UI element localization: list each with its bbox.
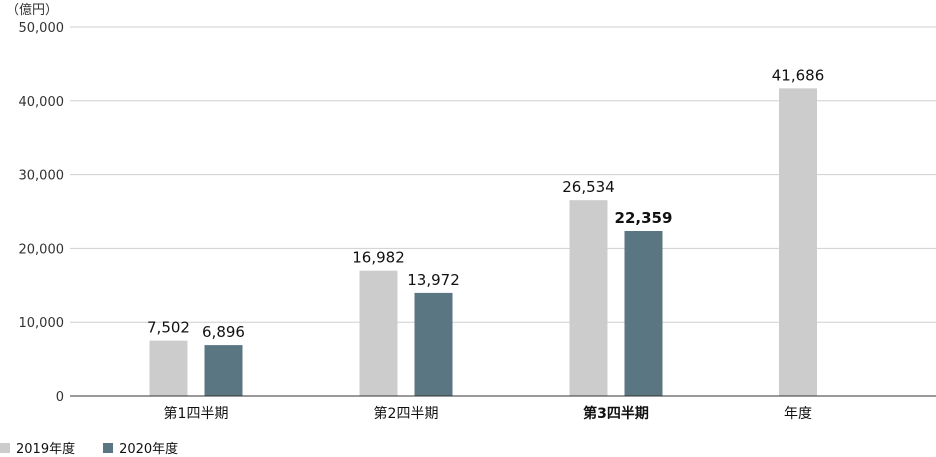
legend-item-2019: 2019年度 bbox=[0, 438, 75, 457]
bar-2020 bbox=[204, 345, 243, 396]
x-category-label: 第1四半期 bbox=[164, 405, 229, 422]
bar-2020 bbox=[624, 230, 663, 396]
y-axis: 0 10,000 20,000 30,000 40,000 50,000 bbox=[19, 21, 65, 405]
y-tick-label: 40,000 bbox=[19, 95, 65, 110]
x-axis-category-labels: 第1四半期 第2四半期 第3四半期 年度 bbox=[164, 405, 812, 422]
data-label: 22,359 bbox=[615, 209, 673, 227]
y-tick-label: 30,000 bbox=[19, 169, 65, 184]
legend-swatch-2020 bbox=[103, 442, 114, 453]
bars bbox=[149, 88, 817, 396]
data-label: 26,534 bbox=[562, 178, 615, 196]
legend-item-2020: 2020年度 bbox=[103, 438, 178, 457]
data-label: 41,686 bbox=[772, 66, 825, 84]
y-tick-label: 10,000 bbox=[19, 316, 65, 331]
bar-2019 bbox=[569, 200, 608, 396]
x-category-label: 第2四半期 bbox=[374, 405, 439, 422]
x-category-label: 第3四半期 bbox=[583, 405, 649, 422]
x-category-label: 年度 bbox=[784, 406, 812, 422]
legend-label-2019: 2019年度 bbox=[16, 442, 76, 457]
legend-swatch-2019 bbox=[0, 442, 10, 453]
bar-2019 bbox=[779, 88, 817, 396]
bar-2019 bbox=[359, 270, 398, 396]
y-axis-unit-label: （億円） bbox=[6, 2, 58, 18]
data-label: 7,502 bbox=[147, 319, 190, 337]
y-tick-label: 0 bbox=[56, 390, 64, 405]
data-label: 6,896 bbox=[202, 323, 245, 341]
y-tick-label: 20,000 bbox=[19, 242, 65, 257]
legend: 2019年度 2020年度 bbox=[0, 438, 178, 457]
data-label: 16,982 bbox=[352, 249, 405, 267]
bar-2019 bbox=[149, 340, 188, 396]
y-tick-label: 50,000 bbox=[19, 21, 65, 36]
bar-2020 bbox=[414, 292, 453, 396]
data-label: 13,972 bbox=[407, 271, 460, 289]
legend-label-2020: 2020年度 bbox=[119, 442, 179, 457]
